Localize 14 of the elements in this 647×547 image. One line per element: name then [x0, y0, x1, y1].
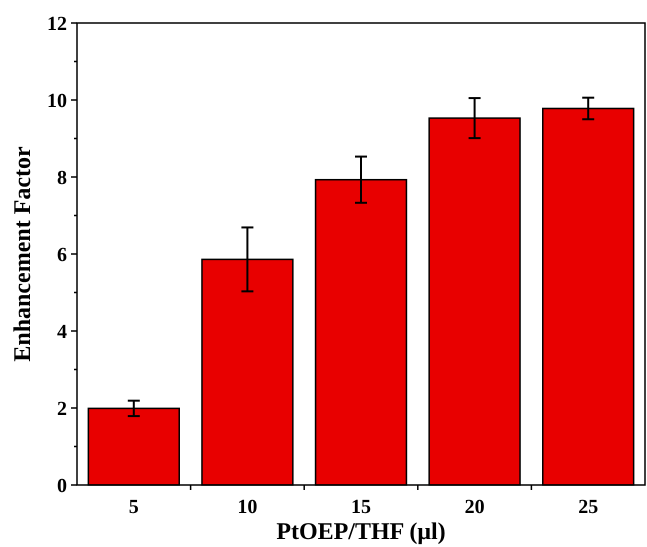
y-tick-label: 2: [57, 398, 67, 420]
y-tick-label: 8: [57, 167, 67, 189]
y-tick-label: 6: [57, 244, 67, 266]
x-tick-label: 5: [128, 496, 139, 518]
y-tick-label: 12: [47, 13, 67, 35]
y-tick-label: 10: [47, 90, 67, 112]
x-tick-label: 25: [578, 496, 598, 518]
y-tick-label: 0: [57, 475, 67, 497]
y-axis-title: Enhancement Factor: [10, 146, 36, 362]
y-tick-label: 4: [57, 321, 67, 343]
x-tick-label: 20: [464, 496, 485, 518]
x-tick-label: 10: [237, 496, 258, 518]
x-tick-label: 15: [351, 496, 371, 518]
x-axis-title: PtOEP/THF (μl): [276, 519, 446, 545]
